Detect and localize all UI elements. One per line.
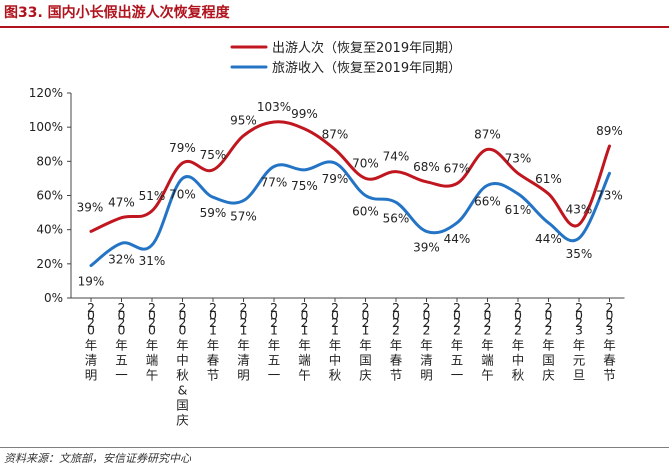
data-label-visitors: 75% <box>200 148 227 162</box>
data-label-revenue: 57% <box>230 210 257 224</box>
x-tick-label: 2020 年清明 <box>85 300 98 383</box>
x-tick-label: 2021 年国庆 <box>359 300 372 383</box>
data-label-revenue: 19% <box>78 275 105 289</box>
data-label-visitors: 87% <box>474 127 501 141</box>
data-label-visitors: 43% <box>566 203 593 217</box>
x-tick-label: 2021 年中秋 <box>329 300 342 383</box>
series-line-revenue <box>89 160 611 268</box>
title-rule <box>0 26 669 28</box>
data-label-visitors: 70% <box>352 156 379 170</box>
data-label-revenue: 73% <box>596 188 623 202</box>
series-line-visitors <box>89 120 611 233</box>
chart-legend: 出游人次（恢复至2019年同期） 旅游收入（恢复至2019年同期） <box>230 40 461 76</box>
data-labels: 39% 47% 51% 79% 75% 95%103% 99% 87% 70% 74%68% 67%… <box>77 100 623 289</box>
x-tick-label: 2021 年端午 <box>298 300 311 383</box>
x-tick-label: 2020 年端午 <box>146 300 159 383</box>
data-label-visitors: 67% <box>444 162 471 176</box>
data-label-revenue: 70% <box>169 187 196 201</box>
data-label-revenue: 32% <box>108 252 135 266</box>
footer-rule <box>0 447 669 448</box>
figure-title: 图33. 国内小长假出游人次恢复程度 <box>4 5 230 21</box>
x-tick-label: 2020 年中秋&国庆 <box>176 300 189 428</box>
legend-label: 旅游收入（恢复至2019年同期） <box>272 61 461 76</box>
data-label-visitors: 89% <box>596 124 623 138</box>
data-label-visitors: 95% <box>230 114 257 128</box>
x-tick-label: 2021 年春节 <box>207 300 220 383</box>
series-lines <box>89 120 611 268</box>
y-tick-label: 0% <box>44 291 63 305</box>
x-tick-label: 2022 年中秋 <box>512 300 525 383</box>
data-label-revenue: 56% <box>383 211 410 225</box>
data-label-revenue: 77% <box>261 175 288 189</box>
data-label-visitors: 87% <box>322 127 349 141</box>
data-label-visitors: 99% <box>291 107 318 121</box>
x-tick-label: 2022 年端午 <box>481 300 494 383</box>
y-tick-label: 40% <box>36 223 63 237</box>
x-tick-label: 2022 年清明 <box>420 300 433 383</box>
data-label-visitors: 39% <box>77 200 104 214</box>
data-label-visitors: 74% <box>383 150 410 164</box>
legend-label: 出游人次（恢复至2019年同期） <box>272 40 461 56</box>
data-label-revenue: 75% <box>291 179 318 193</box>
data-label-revenue: 59% <box>200 206 227 220</box>
x-tick-label: 2020 年五一 <box>115 300 128 383</box>
data-label-visitors: 103% <box>257 100 291 114</box>
data-label-revenue: 35% <box>566 247 593 261</box>
y-tick-label: 20% <box>36 257 63 271</box>
x-tick-label: 2021 年五一 <box>268 300 281 383</box>
y-tick-label: 80% <box>36 154 63 168</box>
x-tick-label: 2023 年春节 <box>603 300 616 383</box>
data-label-revenue: 44% <box>535 232 562 246</box>
data-label-revenue: 44% <box>444 232 471 246</box>
data-label-visitors: 51% <box>139 189 166 203</box>
chart-axes: 0% 20% 40% 60% 80% 100% 120% 2020 年清明 2020 年五一 2020… <box>29 86 625 428</box>
source-note: 资料来源：文旅部，安信证券研究中心 <box>4 452 191 465</box>
x-tick-label: 2023 年元旦 <box>573 300 586 383</box>
data-label-revenue: 66% <box>474 194 501 208</box>
data-label-revenue: 39% <box>413 240 440 254</box>
data-label-visitors: 47% <box>108 196 135 210</box>
data-label-revenue: 79% <box>322 172 349 186</box>
y-tick-label: 60% <box>36 189 63 203</box>
x-tick-label: 2021 年清明 <box>237 300 250 383</box>
data-label-revenue: 61% <box>505 203 532 217</box>
data-label-visitors: 68% <box>413 160 440 174</box>
y-tick-label: 120% <box>29 86 63 100</box>
data-label-revenue: 60% <box>352 205 379 219</box>
data-label-visitors: 61% <box>535 172 562 186</box>
data-label-visitors: 73% <box>505 151 532 165</box>
x-tick-label: 2022 年国庆 <box>542 300 555 383</box>
x-tick-label: 2022 年五一 <box>451 300 464 383</box>
x-tick-label: 2022 年春节 <box>390 300 403 383</box>
y-tick-label: 100% <box>29 120 63 134</box>
data-label-revenue: 31% <box>139 254 166 268</box>
data-label-visitors: 79% <box>169 141 196 155</box>
